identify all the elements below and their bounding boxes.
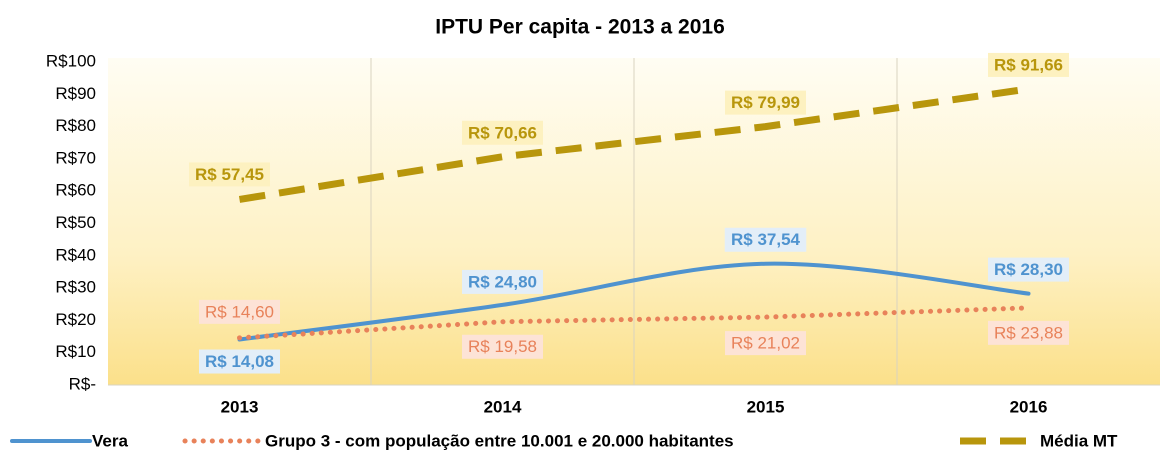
value-label: R$ 91,66 (994, 55, 1063, 74)
value-label: R$ 23,88 (994, 323, 1063, 342)
series-line (238, 85, 1029, 203)
value-label-box (462, 269, 543, 294)
chart-title: IPTU Per capita - 2013 a 2016 (435, 16, 725, 39)
value-label-box (988, 320, 1069, 345)
y-tick-label: R$- (69, 374, 96, 393)
legend-label: Vera (92, 431, 128, 450)
y-tick-label: R$90 (55, 84, 96, 103)
value-label-box (725, 331, 806, 356)
value-label: R$ 24,80 (468, 272, 537, 291)
y-tick-label: R$70 (55, 148, 96, 167)
value-label: R$ 28,30 (994, 260, 1063, 279)
legend-label: Média MT (1040, 431, 1118, 450)
legend-label: Grupo 3 - com população entre 10.001 e 2… (265, 431, 734, 450)
y-tick-label: R$60 (55, 181, 96, 200)
value-label-box (724, 227, 807, 252)
value-label: R$ 21,02 (731, 334, 800, 353)
value-label-box (988, 257, 1069, 282)
y-tick-label: R$20 (55, 310, 96, 329)
value-label-box (462, 120, 543, 145)
x-tick-label: 2015 (747, 397, 785, 416)
x-tick-label: 2013 (221, 397, 259, 416)
value-label: R$ 14,08 (205, 352, 274, 371)
y-tick-label: R$80 (55, 116, 96, 135)
y-tick-label: R$100 (46, 51, 96, 70)
value-label-box (462, 334, 543, 359)
y-tick-label: R$50 (55, 213, 96, 232)
value-label-box (988, 52, 1069, 77)
value-label-box (199, 349, 280, 374)
value-label: R$ 37,54 (731, 230, 801, 249)
y-tick-label: R$30 (55, 278, 96, 297)
value-label-box (725, 90, 806, 115)
value-label: R$ 79,99 (731, 93, 800, 112)
value-label: R$ 70,66 (468, 123, 537, 142)
x-tick-label: 2016 (1010, 397, 1048, 416)
x-tick-label: 2014 (484, 397, 522, 416)
y-tick-label: R$40 (55, 245, 96, 264)
value-label: R$ 14,60 (205, 302, 274, 321)
value-label: R$ 19,58 (468, 337, 537, 356)
value-label-box (199, 299, 280, 324)
y-tick-label: R$10 (55, 342, 96, 361)
series-line (237, 261, 1031, 342)
value-label: R$ 57,45 (195, 165, 264, 184)
value-label-box (189, 162, 270, 187)
